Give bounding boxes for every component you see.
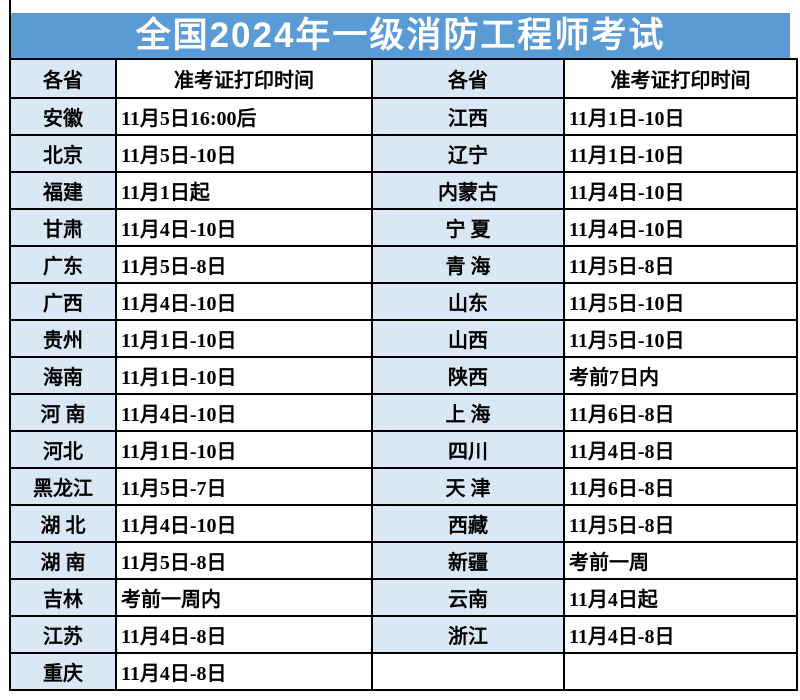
time-cell-left: 11月4日-8日 [115, 652, 373, 691]
table-header-row: 各省 准考证打印时间 各省 准考证打印时间 [9, 58, 798, 99]
time-cell-right: 11月5日-10日 [563, 282, 798, 321]
table-row: 海南 11月1日-10日 陕西 考前7日内 [9, 356, 798, 395]
table-row: 贵州 11月1日-10日 山西 11月5日-10日 [9, 319, 798, 358]
province-cell-left: 湖 北 [9, 504, 117, 543]
time-cell-left: 11月1日起 [115, 171, 373, 210]
table-body: 各省 准考证打印时间 各省 准考证打印时间 安徽 11月5日16:00后 江西 … [9, 58, 798, 691]
exam-schedule-table: 各省 准考证打印时间 各省 准考证打印时间 安徽 11月5日16:00后 江西 … [9, 58, 798, 691]
table-row: 河北 11月1日-10日 四川 11月4日-8日 [9, 430, 798, 469]
time-cell-left: 11月5日-10日 [115, 134, 373, 173]
table-row: 福建 11月1日起 内蒙古 11月4日-10日 [9, 171, 798, 210]
time-cell-left: 11月4日-10日 [115, 208, 373, 247]
province-cell-left: 福建 [9, 171, 117, 210]
time-cell-left: 11月4日-10日 [115, 282, 373, 321]
province-cell-left: 江苏 [9, 615, 117, 654]
table-row: 吉林 考前一周内 云南 11月4日起 [9, 578, 798, 617]
time-cell-left: 11月1日-10日 [115, 319, 373, 358]
province-cell-right: 青 海 [371, 245, 565, 284]
province-cell-right: 陕西 [371, 356, 565, 395]
time-cell-right: 11月5日-10日 [563, 319, 798, 358]
time-cell-left: 11月1日-10日 [115, 430, 373, 469]
table-row: 江苏 11月4日-8日 浙江 11月4日-8日 [9, 615, 798, 654]
time-cell-right: 考前一周 [563, 541, 798, 580]
province-cell-right: 江西 [371, 97, 565, 136]
province-cell-right: 天 津 [371, 467, 565, 506]
time-cell-right: 11月4日-10日 [563, 171, 798, 210]
empty-cell [563, 652, 798, 691]
province-cell-left: 河 南 [9, 393, 117, 432]
time-cell-right: 11月4日-8日 [563, 430, 798, 469]
time-cell-left: 11月4日-10日 [115, 393, 373, 432]
province-cell-left: 重庆 [9, 652, 117, 691]
table-row: 湖 南 11月5日-8日 新疆 考前一周 [9, 541, 798, 580]
time-cell-left: 11月5日-8日 [115, 245, 373, 284]
header-time-right: 准考证打印时间 [563, 58, 798, 99]
time-cell-left: 11月1日-10日 [115, 356, 373, 395]
province-cell-right: 上 海 [371, 393, 565, 432]
province-cell-right: 宁 夏 [371, 208, 565, 247]
province-cell-left: 广东 [9, 245, 117, 284]
time-cell-right: 11月5日-8日 [563, 245, 798, 284]
province-cell-right: 内蒙古 [371, 171, 565, 210]
header-time-left: 准考证打印时间 [115, 58, 373, 99]
province-cell-left: 河北 [9, 430, 117, 469]
province-cell-right: 辽宁 [371, 134, 565, 173]
time-cell-right: 考前7日内 [563, 356, 798, 395]
table-row: 甘肃 11月4日-10日 宁 夏 11月4日-10日 [9, 208, 798, 247]
time-cell-right: 11月1日-10日 [563, 134, 798, 173]
table-row: 湖 北 11月4日-10日 西藏 11月5日-8日 [9, 504, 798, 543]
header-province-right: 各省 [371, 58, 565, 99]
province-cell-right: 云南 [371, 578, 565, 617]
table-row: 北京 11月5日-10日 辽宁 11月1日-10日 [9, 134, 798, 173]
province-cell-left: 吉林 [9, 578, 117, 617]
time-cell-right: 11月5日-8日 [563, 504, 798, 543]
province-cell-right: 新疆 [371, 541, 565, 580]
province-cell-left: 海南 [9, 356, 117, 395]
province-cell-left: 北京 [9, 134, 117, 173]
province-cell-right: 山西 [371, 319, 565, 358]
time-cell-left: 考前一周内 [115, 578, 373, 617]
time-cell-left: 11月5日-8日 [115, 541, 373, 580]
table-row: 广东 11月5日-8日 青 海 11月5日-8日 [9, 245, 798, 284]
table-row: 广西 11月4日-10日 山东 11月5日-10日 [9, 282, 798, 321]
time-cell-right: 11月6日-8日 [563, 393, 798, 432]
province-cell-left: 湖 南 [9, 541, 117, 580]
empty-cell [371, 652, 565, 691]
time-cell-left: 11月4日-8日 [115, 615, 373, 654]
province-cell-left: 广西 [9, 282, 117, 321]
time-cell-right: 11月4日-8日 [563, 615, 798, 654]
time-cell-left: 11月5日-7日 [115, 467, 373, 506]
table-row: 安徽 11月5日16:00后 江西 11月1日-10日 [9, 97, 798, 136]
time-cell-right: 11月4日-10日 [563, 208, 798, 247]
time-cell-right: 11月1日-10日 [563, 97, 798, 136]
time-cell-right: 11月4日起 [563, 578, 798, 617]
header-province-left: 各省 [9, 58, 117, 99]
time-cell-left: 11月4日-10日 [115, 504, 373, 543]
time-cell-left: 11月5日16:00后 [115, 97, 373, 136]
table-row: 黑龙江 11月5日-7日 天 津 11月6日-8日 [9, 467, 798, 506]
province-cell-right: 西藏 [371, 504, 565, 543]
page-title: 全国2024年一级消防工程师考试 [11, 13, 790, 58]
province-cell-right: 四川 [371, 430, 565, 469]
province-cell-left: 黑龙江 [9, 467, 117, 506]
province-cell-right: 浙江 [371, 615, 565, 654]
province-cell-left: 安徽 [9, 97, 117, 136]
province-cell-left: 甘肃 [9, 208, 117, 247]
table-row: 重庆 11月4日-8日 [9, 652, 798, 691]
province-cell-left: 贵州 [9, 319, 117, 358]
province-cell-right: 山东 [371, 282, 565, 321]
table-row: 河 南 11月4日-10日 上 海 11月6日-8日 [9, 393, 798, 432]
time-cell-right: 11月6日-8日 [563, 467, 798, 506]
